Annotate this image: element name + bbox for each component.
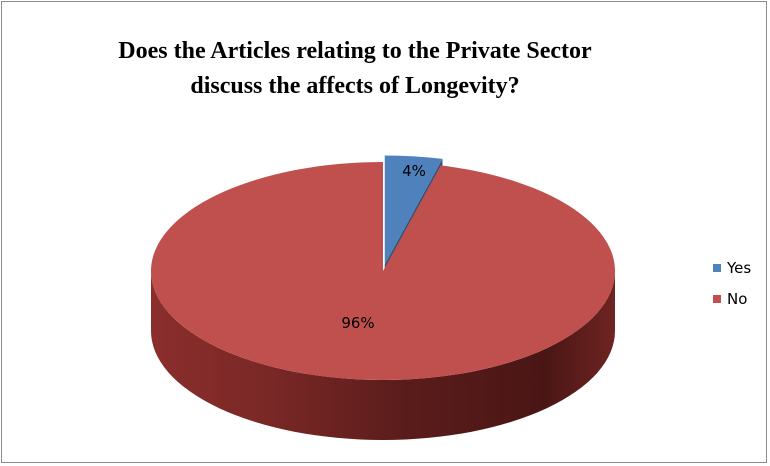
legend-swatch-no [713,295,721,303]
chart-title: Does the Articles relating to the Privat… [0,34,710,104]
pie-side-no [151,271,615,440]
legend: Yes No [713,258,751,320]
legend-label-no: No [727,290,748,308]
legend-label-yes: Yes [727,259,752,277]
chart-title-line-1: Does the Articles relating to the Privat… [118,38,592,64]
data-label-no: 96% [341,314,374,332]
legend-item-yes: Yes [713,258,751,278]
data-label-yes: 4% [402,162,426,180]
legend-item-no: No [713,289,751,309]
chart-title-line-2: discuss the affects of Longevity? [190,73,520,99]
pie-slice-no [150,162,615,380]
pie-slice-yes [384,155,443,265]
legend-swatch-yes [713,264,721,272]
